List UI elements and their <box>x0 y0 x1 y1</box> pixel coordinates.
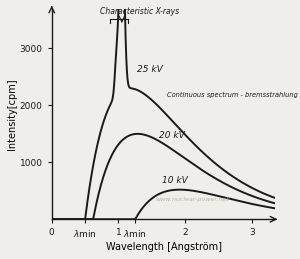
Text: 20 kV: 20 kV <box>158 131 184 140</box>
Text: Continuous spectrum - bremsstrahlung: Continuous spectrum - bremsstrahlung <box>167 92 297 98</box>
Text: 10 kV: 10 kV <box>162 176 188 185</box>
X-axis label: Wavelength [Angström]: Wavelength [Angström] <box>106 242 221 252</box>
Text: www.nuclear-power.net: www.nuclear-power.net <box>155 197 229 202</box>
Y-axis label: Intensity[cpm]: Intensity[cpm] <box>7 78 17 150</box>
Text: 25 kV: 25 kV <box>137 65 163 74</box>
Text: Characteristic X-rays: Characteristic X-rays <box>100 7 179 16</box>
